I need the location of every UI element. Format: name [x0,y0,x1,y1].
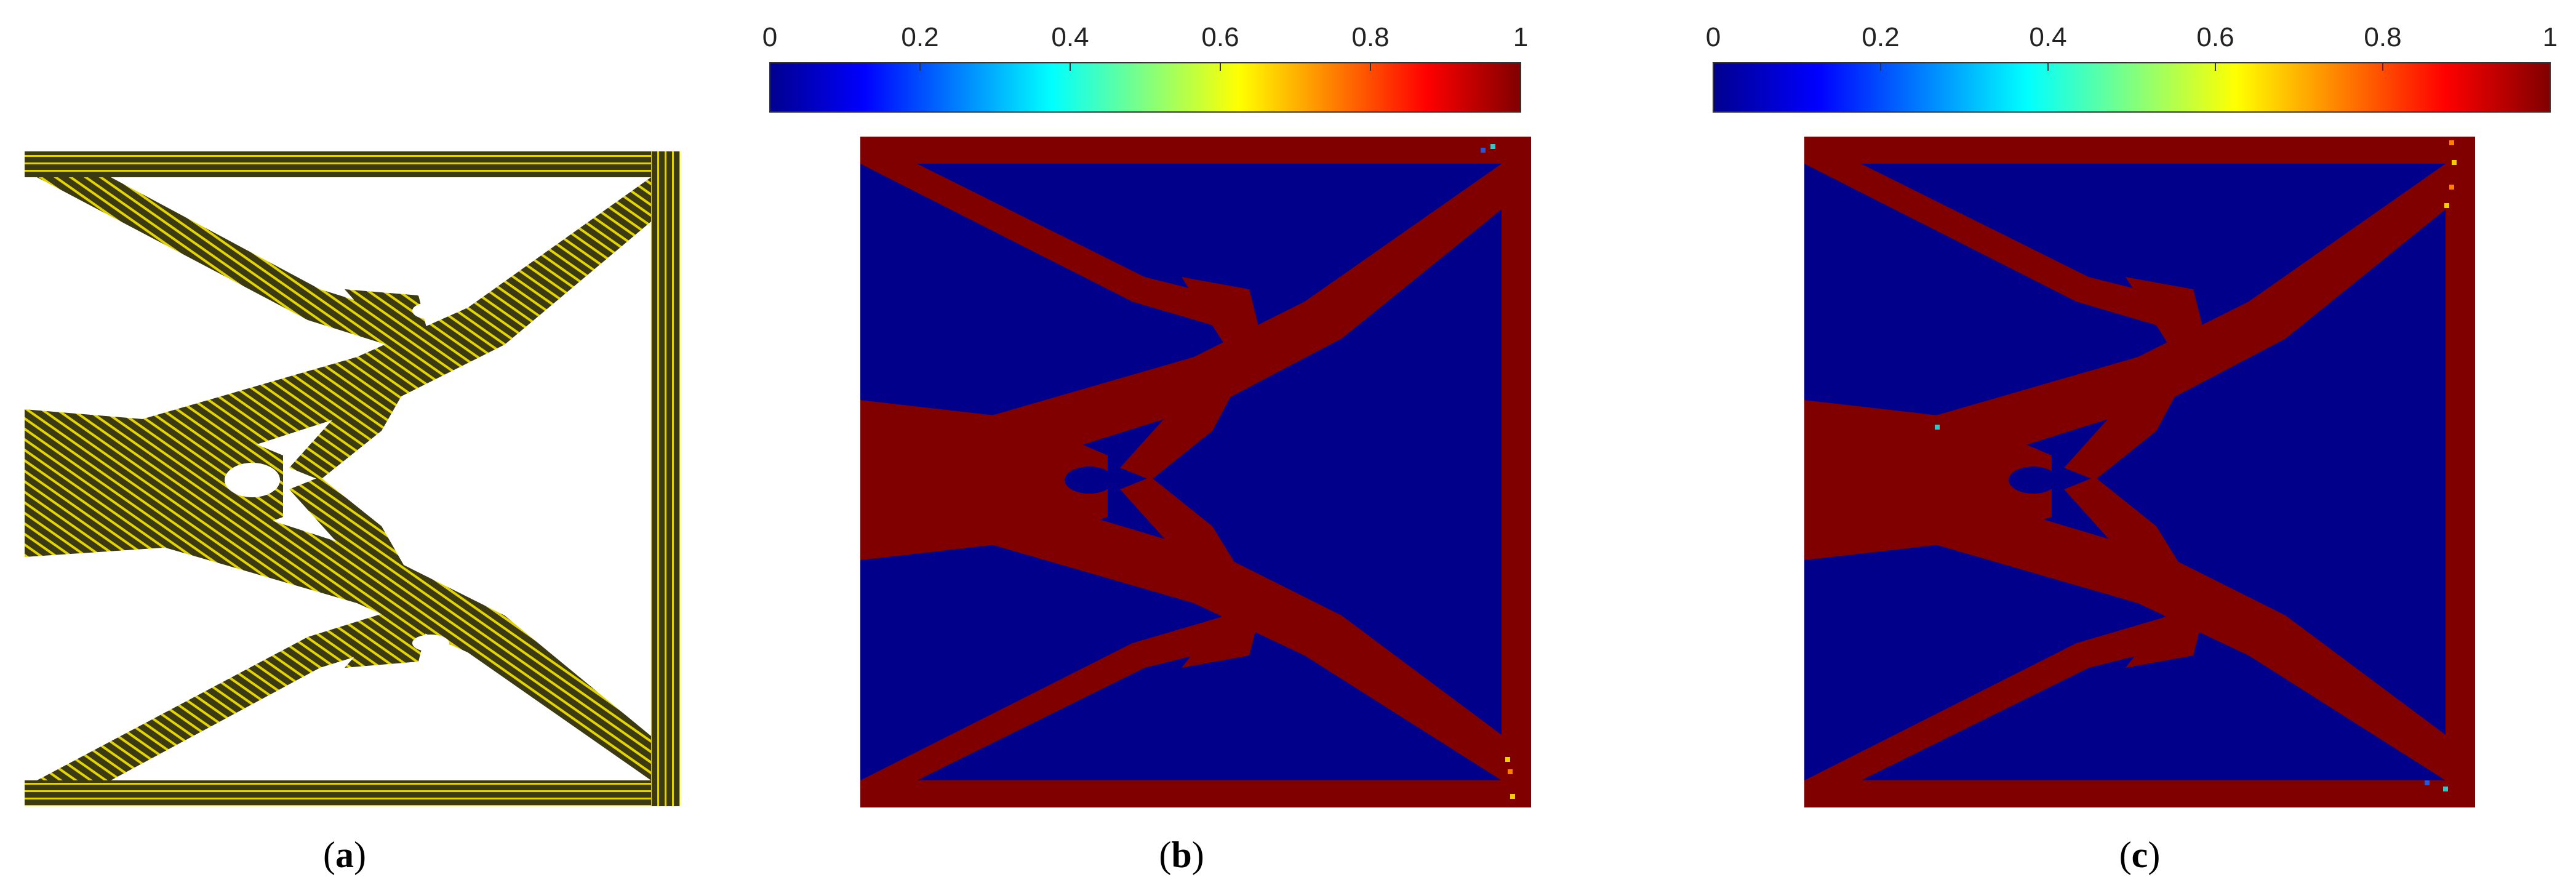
solid-upper-main-strut [960,164,1502,468]
colorbar-c-tick-3: 0.6 [2196,22,2234,52]
hub-void [2009,467,2058,494]
transition-cell [2443,787,2448,791]
caption-c-letter: c [2131,835,2148,875]
lattice-top-member [25,151,680,177]
caption-b-open: ( [1159,835,1172,875]
solid-right-member [1502,137,1531,807]
caption-b-letter: b [1171,835,1192,875]
solid-lower-thin-strut [860,612,1243,780]
caption-a-open: ( [323,835,335,875]
caption-a-letter: a [335,835,354,875]
transition-cell [2425,780,2430,785]
caption-c: (c) [2119,834,2161,876]
solid-bottom-member [1804,780,2475,807]
hub-void [1065,467,1114,494]
colorbar-c [1713,62,2551,113]
solid-lower-cross [2064,477,2206,668]
solid-lower-thin-strut [1804,612,2187,780]
colorbar-b-tick-2: 0.4 [1051,22,1089,52]
solid-upper-thin-strut [1804,164,2187,332]
lattice-upper-cross [289,289,431,480]
colorbar-c-tick-5: 1 [2542,22,2558,52]
lattice-structure [25,151,680,806]
colorbar-c-tick-2: 0.4 [2029,22,2067,52]
colorbar-c-tick-4: 0.8 [2364,22,2402,52]
solid-lower-cross [1120,477,1262,668]
colorbar-b-tick-5: 1 [1513,22,1529,52]
solid-upper-main-strut [1904,164,2446,468]
panel-c: 0 0.2 0.4 0.6 0.8 1 (c) [1662,0,2576,893]
lattice-hub-void [225,463,280,497]
solid-upper-thin-strut [860,164,1243,332]
colorbar-c-tick-0: 0 [1705,22,1721,52]
caption-b: (b) [1159,834,1204,876]
colorbar-b-tick-4: 0.8 [1351,22,1390,52]
colorbar-c-tick-1: 0.2 [1862,22,1900,52]
density-map-c [1804,137,2475,807]
solid-top-member [860,137,1531,164]
transition-cell [1505,757,1510,762]
colorbar-b-tick-0: 0 [762,22,778,52]
colorbar-c-ticks [1713,63,2551,71]
colorbar-b-tick-3: 0.6 [1201,22,1239,52]
solid-upper-cross [2064,277,2206,480]
caption-c-close: ) [2148,835,2161,875]
panel-a-figure [25,151,680,806]
density-map-b [860,137,1531,807]
transition-cell [1508,769,1513,774]
colorbar-b-tick-1: 0.2 [901,22,939,52]
solid-upper-cross [1120,277,1262,480]
caption-c-open: ( [2119,835,2132,875]
caption-a: (a) [323,834,366,876]
lattice-upper-main-strut [123,177,651,468]
transition-cell [1490,144,1495,149]
lattice-bottom-member [25,780,680,806]
lattice-right-member [651,151,680,806]
transition-cell [2444,203,2449,208]
transition-cell [2449,185,2454,190]
solid-right-member [2446,137,2475,807]
panel-b: 0 0.2 0.4 0.6 0.8 1 (b) [714,0,1649,893]
transition-cell [1510,794,1515,799]
solid-lower-main-strut [960,492,1502,780]
colorbar-b-ticks [769,63,1521,71]
transition-cell [1481,148,1486,153]
panel-c-figure [1713,62,2551,807]
transition-cell [1935,425,1940,430]
caption-b-close: ) [1191,835,1204,875]
lattice-lower-cross [289,477,431,668]
lattice-lower-void [412,635,449,652]
panel-a: (a) [0,0,714,893]
lattice-lower-main-strut [123,492,651,780]
solid-bottom-member [860,780,1531,807]
lattice-upper-void [412,302,449,319]
panel-b-figure [769,62,1531,807]
colorbar-b [769,62,1521,113]
solid-lower-main-strut [1904,492,2446,780]
caption-a-close: ) [354,835,366,875]
solid-top-member [1804,137,2475,164]
lattice-upper-thin-strut [37,177,418,351]
lattice-lower-thin-strut [37,606,418,780]
transition-cell [2452,160,2457,165]
transition-cell [2449,140,2454,145]
